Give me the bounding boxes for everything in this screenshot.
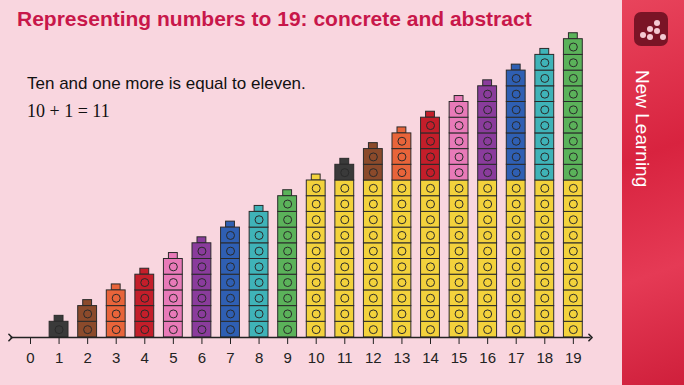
svg-text:3: 3	[112, 349, 120, 366]
svg-text:2: 2	[83, 349, 91, 366]
svg-text:19: 19	[565, 349, 582, 366]
html-text:Representing numbers to 19: co: Representing numbers to 19: concrete and…	[17, 7, 532, 30]
html-text:New Learning: New Learning	[632, 70, 653, 188]
svg-text:14: 14	[422, 349, 439, 366]
svg-text:17: 17	[508, 349, 525, 366]
svg-text:6: 6	[198, 349, 206, 366]
svg-text:18: 18	[536, 349, 553, 366]
svg-text:8: 8	[255, 349, 263, 366]
svg-text:1: 1	[55, 349, 63, 366]
svg-text:12: 12	[365, 349, 382, 366]
svg-text:13: 13	[394, 349, 411, 366]
svg-text:15: 15	[451, 349, 468, 366]
svg-text:10: 10	[308, 349, 325, 366]
html-text:10 + 1 = 11: 10 + 1 = 11	[27, 101, 110, 121]
svg-text:4: 4	[141, 349, 149, 366]
svg-text:9: 9	[283, 349, 291, 366]
svg-text:5: 5	[169, 349, 177, 366]
svg-text:7: 7	[226, 349, 234, 366]
html-text:Ten and one more is equal to e: Ten and one more is equal to eleven.	[27, 74, 306, 93]
svg-text:0: 0	[26, 349, 34, 366]
svg-text:11: 11	[337, 349, 353, 366]
svg-text:16: 16	[479, 349, 496, 366]
